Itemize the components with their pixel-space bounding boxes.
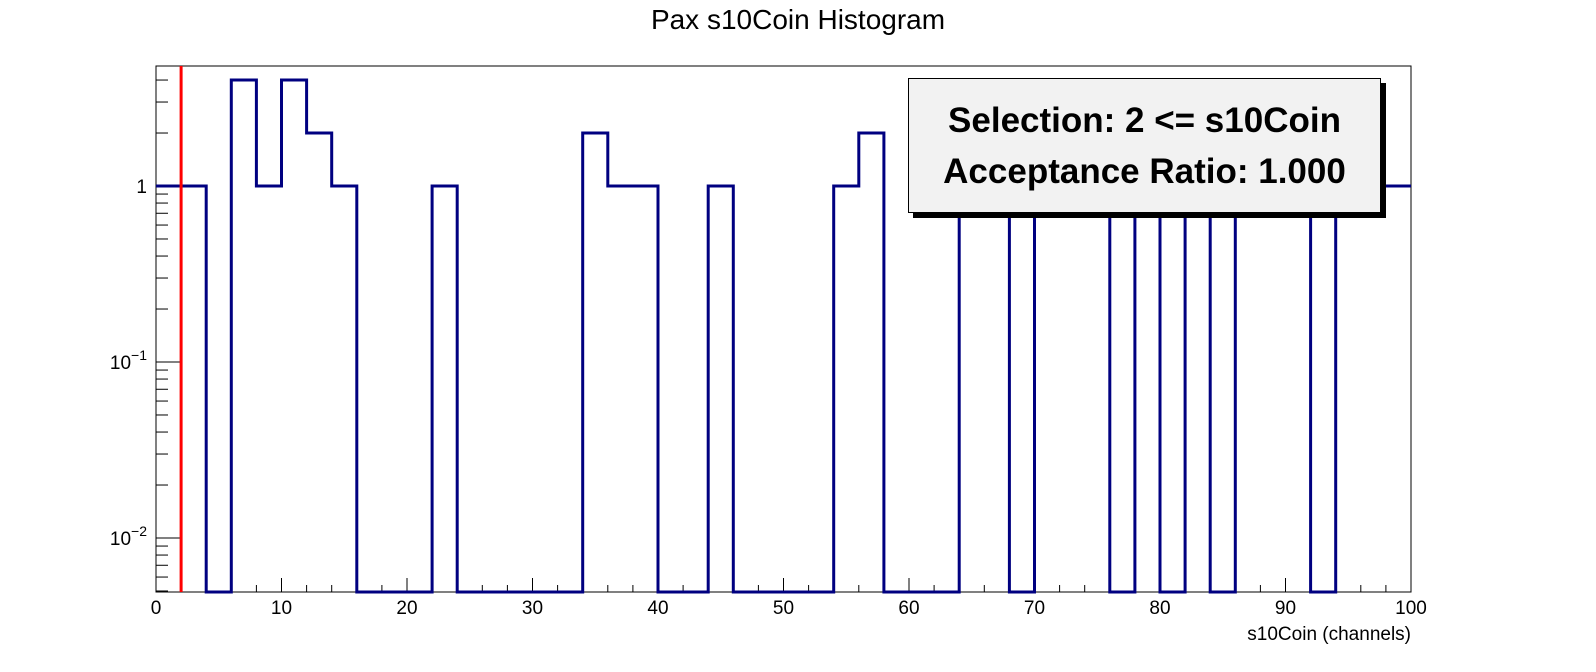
histogram-bin xyxy=(1260,186,1285,592)
x-tick-label: 100 xyxy=(1395,598,1427,619)
histogram-bin xyxy=(834,186,859,592)
histogram-bin xyxy=(859,133,884,592)
x-tick-label: 90 xyxy=(1275,598,1296,619)
chart-title: Pax s10Coin Histogram xyxy=(650,4,946,35)
y-tick-label: 1 xyxy=(136,177,147,198)
x-tick-label: 10 xyxy=(271,598,292,619)
histogram-bin xyxy=(332,186,357,592)
y-tick-label: 10−2 xyxy=(110,523,147,550)
histogram-bin xyxy=(1286,186,1311,592)
histogram-bin xyxy=(959,186,984,592)
histogram-bin xyxy=(984,186,1009,592)
x-tick-label: 30 xyxy=(522,598,543,619)
histogram-bin xyxy=(1386,186,1411,592)
histogram-bin xyxy=(608,186,633,592)
histogram-bin xyxy=(1085,186,1110,592)
histogram-bin xyxy=(1361,186,1386,592)
histogram-bin xyxy=(1135,186,1160,592)
histogram-bin xyxy=(1336,186,1361,592)
y-axis-ticks xyxy=(156,79,180,592)
y-axis-tick-labels: 10−2 10−1 1 xyxy=(110,177,147,550)
histogram-bin xyxy=(282,80,307,592)
histogram-bin xyxy=(1060,186,1085,592)
y-tick-label: 10−1 xyxy=(110,347,147,374)
histogram-bin xyxy=(231,80,256,592)
histogram-bin xyxy=(432,186,457,592)
histogram-bin xyxy=(1035,186,1060,592)
x-axis-label: s10Coin (channels) xyxy=(1247,624,1411,645)
histogram-bin xyxy=(307,133,332,592)
x-axis-ticks xyxy=(155,578,1412,592)
histogram-bin xyxy=(256,186,281,592)
stats-box: Selection: 2 <= s10Coin Acceptance Ratio… xyxy=(908,78,1381,213)
histogram-bin xyxy=(583,133,608,592)
histogram-bin xyxy=(708,186,733,592)
x-tick-label: 0 xyxy=(151,598,162,619)
x-tick-label: 60 xyxy=(898,598,919,619)
histogram-bin xyxy=(1185,186,1210,592)
x-tick-label: 70 xyxy=(1024,598,1045,619)
histogram-bin xyxy=(1235,186,1260,592)
x-tick-label: 20 xyxy=(396,598,417,619)
acceptance-ratio-text: Acceptance Ratio: 1.000 xyxy=(943,151,1346,191)
selection-text: Selection: 2 <= s10Coin xyxy=(948,100,1341,140)
x-axis-tick-labels: 0 10 20 30 40 50 60 70 80 90 100 xyxy=(151,598,1427,619)
x-tick-label: 50 xyxy=(773,598,794,619)
histogram-bin xyxy=(181,186,206,592)
x-tick-label: 40 xyxy=(647,598,668,619)
x-tick-label: 80 xyxy=(1149,598,1170,619)
histogram-bin xyxy=(633,186,658,592)
